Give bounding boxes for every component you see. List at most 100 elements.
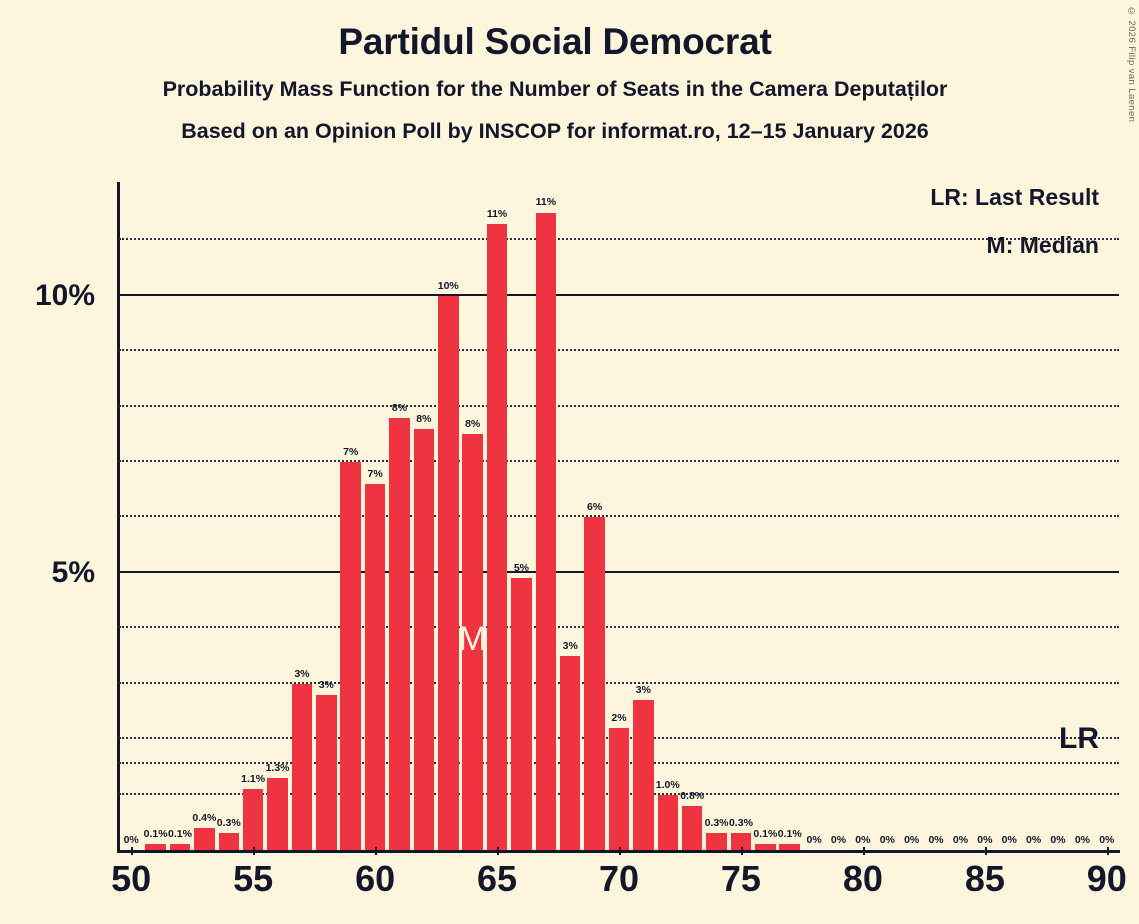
bar	[730, 833, 752, 850]
x-axis-tick	[1106, 847, 1109, 855]
x-axis-tick	[497, 847, 500, 855]
bar-value-label: 1.1%	[241, 773, 266, 786]
page-title: Partidul Social Democrat	[338, 21, 772, 62]
x-axis-tick	[740, 847, 743, 855]
gridline-minor	[119, 404, 1119, 407]
x-axis-tick	[253, 847, 256, 855]
bar-value-label: 2%	[611, 712, 627, 725]
gridline-major	[119, 293, 1119, 296]
bar-value-label: 0%	[806, 834, 822, 846]
bar	[486, 223, 508, 850]
bar-value-label: 0%	[977, 834, 993, 846]
bar-value-label: 8%	[391, 401, 408, 414]
bar-value-label: 6%	[587, 501, 603, 514]
x-axis-tick	[862, 847, 865, 855]
gridline-minor	[119, 459, 1119, 462]
bar-value-label: 0.3%	[704, 817, 729, 830]
bar-value-label: 0%	[879, 834, 895, 846]
bar-value-label: 7%	[367, 468, 383, 481]
bar	[657, 794, 679, 850]
bar-value-label: 3%	[294, 667, 310, 680]
bar-value-label: 0.3%	[216, 817, 241, 830]
x-axis-label: 75	[720, 858, 761, 899]
legend-last-result: LR: Last Result	[930, 184, 1099, 210]
bar	[511, 578, 532, 850]
x-axis-tick	[375, 847, 378, 855]
y-axis-label: 10%	[34, 278, 95, 312]
bar-value-label: 8%	[416, 412, 432, 425]
bar	[145, 844, 166, 850]
x-axis-tick	[131, 847, 134, 855]
bar-value-label: 0.1%	[168, 828, 192, 841]
bar	[267, 777, 288, 850]
y-axis-label: 5%	[51, 555, 95, 589]
bar	[389, 417, 410, 850]
x-axis-label: 85	[964, 858, 1005, 899]
x-axis-tick	[619, 847, 621, 855]
bar	[584, 517, 605, 850]
x-axis-label: 70	[598, 858, 640, 899]
bar-value-label: 11%	[486, 207, 508, 220]
bar	[340, 461, 361, 850]
bar	[462, 434, 483, 850]
x-axis-label: 65	[477, 858, 518, 899]
gridline-minor	[119, 349, 1119, 352]
bar	[535, 212, 557, 850]
bar	[194, 827, 215, 850]
bar-value-label: 3%	[318, 678, 334, 691]
x-axis-label: 55	[233, 858, 274, 899]
bar-value-label: 0%	[830, 834, 847, 846]
bar-value-label: 0%	[928, 834, 944, 846]
x-axis-line	[117, 850, 1120, 853]
bar	[242, 789, 264, 850]
bar-value-label: 5%	[513, 562, 530, 575]
x-axis-label: 90	[1086, 858, 1127, 899]
gridline-minor	[119, 238, 1119, 241]
bar-value-label: 0%	[1026, 834, 1042, 846]
bar-value-label: 0%	[1050, 834, 1066, 846]
bar-value-label: 0.1%	[753, 828, 778, 841]
x-axis-label: 50	[111, 858, 152, 899]
last-result-tag: LR	[1059, 722, 1099, 756]
bar	[633, 700, 654, 850]
bar-value-label: 0.8%	[680, 789, 705, 802]
bar-value-label: 0%	[1074, 834, 1090, 846]
bar-value-label: 0%	[123, 834, 139, 846]
gridline-minor	[119, 626, 1119, 629]
bar	[559, 655, 581, 850]
bar-value-label: 0.1%	[143, 828, 168, 841]
legend-median: M: Median	[986, 232, 1099, 258]
chart-source-line: Based on an Opinion Poll by INSCOP for i…	[181, 118, 929, 143]
bar	[755, 844, 776, 850]
bar-value-label: 0%	[904, 834, 920, 846]
bar	[706, 833, 727, 850]
bar-value-label: 0%	[952, 834, 969, 846]
bar	[438, 295, 459, 850]
gridline-minor	[119, 681, 1119, 684]
bar	[169, 844, 191, 850]
copyright-notice: © 2026 Filip van Laenen	[1126, 6, 1137, 123]
bar-value-label: 10%	[437, 279, 459, 292]
bar-value-label: 1.3%	[265, 761, 290, 774]
bar-value-label: 3%	[635, 684, 651, 697]
bar-value-label: 7%	[343, 445, 359, 458]
bar-value-label: 0.3%	[728, 817, 753, 830]
bar-value-label: 0.4%	[192, 811, 217, 824]
bar	[316, 694, 337, 850]
median-marker: M	[458, 620, 487, 658]
bar	[413, 428, 435, 850]
x-axis-tick	[984, 847, 987, 855]
y-axis-line	[117, 182, 120, 850]
gridline-minor	[119, 515, 1119, 518]
chart-subtitle: Probability Mass Function for the Number…	[162, 76, 948, 101]
bar	[218, 833, 239, 850]
bar	[364, 484, 386, 850]
gridline-major	[119, 570, 1119, 573]
bar	[779, 844, 800, 850]
x-axis-label: 80	[842, 858, 883, 899]
bar-value-label: 0%	[1001, 834, 1017, 846]
x-axis-label: 60	[355, 858, 396, 899]
plot-area: 5% 10% 0% 0.1% 0.1% 0.4% 0.3% 1.1% 1.3% 3% 3% 7% 7%…	[35, 182, 1127, 899]
chart-header: Partidul Social Democrat Probability Mas…	[0, 0, 1110, 143]
